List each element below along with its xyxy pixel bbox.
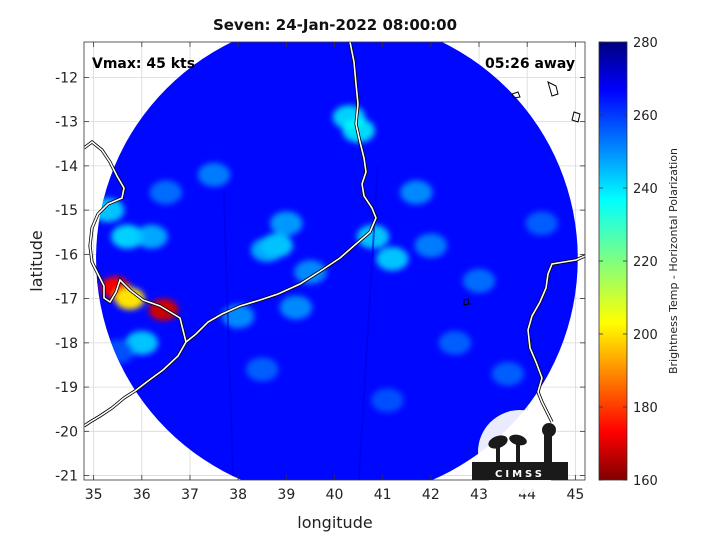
temperature-feature	[197, 162, 231, 187]
x-tick-label: 36	[133, 487, 151, 503]
x-axis-label: longitude	[297, 513, 372, 532]
y-tick-label: -19	[55, 380, 78, 396]
colorbar-gradient	[598, 41, 628, 481]
temperature-features	[96, 105, 558, 413]
temperature-feature	[125, 330, 159, 355]
y-axis-label: latitude	[27, 230, 46, 291]
colorbar-ticks: 160 180 200 220 240 260 280	[599, 36, 658, 489]
x-tick-label: 41	[374, 487, 392, 503]
y-tick-label: -14	[55, 159, 78, 175]
x-tick-label: 35	[85, 487, 103, 503]
temperature-feature	[491, 361, 525, 386]
temperature-feature	[376, 246, 409, 271]
scan-seam	[222, 192, 235, 480]
temperature-feature	[525, 211, 558, 236]
temperature-feature	[371, 388, 404, 413]
colorbar-tick-label: 220	[633, 255, 658, 270]
y-tick-label: -17	[55, 292, 78, 308]
temperature-feature	[294, 260, 327, 285]
temperature-feature	[438, 330, 472, 355]
vmax-annotation: Vmax: 45 kts	[92, 56, 195, 72]
colorbar-tick-label: 260	[633, 109, 658, 124]
x-tick-label: 37	[181, 487, 199, 503]
y-tick-label: -21	[55, 469, 78, 485]
temperature-feature	[270, 211, 303, 236]
y-axis-ticks: -12 -13 -14 -15 -16 -17 -18 -19 -20 -21	[55, 70, 585, 485]
x-tick-label: 42	[422, 487, 440, 503]
x-tick-label: 39	[277, 487, 295, 503]
coastline	[84, 42, 585, 427]
cimss-logo: CIMSS	[472, 410, 568, 494]
x-tick-label: 45	[566, 487, 584, 503]
logo-text: CIMSS	[495, 469, 545, 480]
y-tick-label: -16	[55, 247, 78, 263]
time-away-annotation: 05:26 away	[485, 56, 575, 72]
y-tick-label: -15	[55, 203, 78, 219]
colorbar-tick-label: 240	[633, 182, 658, 197]
temperature-feature	[135, 224, 168, 249]
temperature-feature	[462, 268, 496, 293]
colorbar-tick-label: 200	[633, 328, 658, 343]
temperature-feature	[250, 237, 284, 262]
chart-title: Seven: 24-Jan-2022 08:00:00	[213, 16, 457, 34]
y-tick-label: -12	[55, 70, 78, 86]
colorbar-tick-label: 280	[633, 36, 658, 51]
temperature-feature	[400, 180, 433, 205]
y-tick-label: -20	[55, 424, 78, 440]
x-tick-label: 38	[229, 487, 247, 503]
temperature-feature	[414, 233, 448, 258]
x-tick-label: 40	[326, 487, 344, 503]
y-tick-label: -18	[55, 336, 78, 352]
colorbar-label: Brightness Temp - Horizontal Polarizatio…	[667, 148, 680, 374]
temperature-feature	[149, 180, 183, 205]
y-tick-label: -13	[55, 115, 78, 131]
temperature-feature	[114, 287, 145, 310]
colorbar-tick-label: 180	[633, 401, 658, 416]
temperature-feature	[111, 224, 144, 249]
x-tick-label: 43	[470, 487, 488, 503]
colorbar: 160 180 200 220 240 260 280 Brightness Temp - …	[598, 36, 680, 489]
colorbar-tick-label: 160	[633, 474, 658, 489]
temperature-feature	[246, 357, 279, 382]
temperature-feature	[279, 295, 313, 320]
